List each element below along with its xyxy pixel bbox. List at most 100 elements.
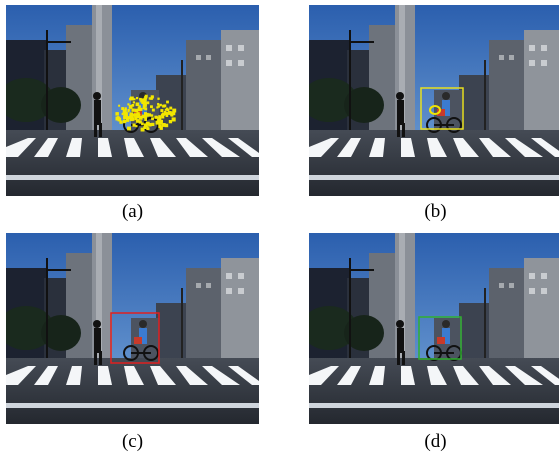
particle — [151, 122, 155, 126]
particle — [147, 123, 150, 126]
particle — [151, 108, 155, 112]
particle — [136, 97, 139, 100]
particle — [150, 114, 154, 117]
tracking-box — [420, 87, 464, 130]
particle — [125, 118, 130, 122]
figure-panel-a — [6, 5, 259, 196]
particle — [164, 112, 168, 115]
particle — [122, 119, 127, 124]
particle — [159, 103, 162, 107]
particle — [139, 107, 143, 111]
particle — [118, 104, 121, 107]
particle — [127, 103, 130, 106]
particle — [143, 123, 147, 127]
particle — [138, 120, 142, 124]
particle — [144, 118, 147, 121]
particle-cloud — [115, 94, 177, 132]
particle — [157, 103, 160, 106]
particle — [157, 105, 160, 108]
particle — [127, 126, 131, 131]
particle — [165, 114, 169, 117]
particle — [146, 101, 150, 105]
particle — [142, 101, 147, 106]
particle — [137, 108, 141, 112]
particle — [151, 117, 154, 121]
particle — [124, 107, 127, 110]
particle — [141, 114, 144, 117]
particle — [127, 109, 130, 112]
particle — [169, 106, 173, 110]
particle — [115, 116, 120, 121]
street-scene-image — [6, 233, 259, 424]
particle — [171, 117, 176, 122]
particle — [124, 112, 128, 116]
particle — [144, 94, 148, 98]
particle — [148, 97, 152, 100]
particle — [144, 116, 148, 119]
particle — [135, 102, 140, 107]
particle — [161, 115, 165, 119]
particle — [140, 98, 145, 103]
figure-panel-c — [6, 233, 259, 424]
particle — [158, 124, 162, 128]
particle — [172, 108, 177, 113]
tracking-ellipse — [429, 105, 441, 115]
particle — [137, 106, 141, 110]
particle — [158, 115, 162, 119]
particle — [147, 113, 151, 117]
particle — [126, 116, 131, 120]
tracking-box — [418, 316, 462, 360]
tracking-box — [110, 312, 160, 364]
particle — [150, 97, 153, 100]
particle — [132, 101, 135, 104]
particle — [131, 104, 135, 107]
particle — [163, 104, 167, 108]
particle — [141, 122, 144, 126]
particle — [133, 98, 136, 101]
particle — [161, 123, 166, 127]
particle — [122, 109, 127, 114]
particle — [135, 119, 140, 123]
particle — [164, 123, 169, 128]
particle — [142, 114, 146, 119]
particle — [160, 119, 163, 123]
particle — [131, 108, 135, 112]
particle — [166, 107, 169, 110]
particle — [119, 120, 123, 124]
particle — [132, 123, 136, 127]
particle — [140, 127, 145, 132]
caption-d: (d) — [424, 431, 447, 452]
figure-panel-d — [309, 233, 559, 424]
particle — [155, 116, 159, 119]
particle — [166, 108, 170, 112]
particle — [132, 113, 136, 117]
street-scene-image — [309, 233, 559, 424]
particle — [146, 127, 150, 131]
particle — [121, 112, 124, 116]
figure-panel-b — [309, 5, 559, 196]
particle — [171, 111, 176, 116]
particle — [129, 114, 133, 118]
particle — [143, 126, 147, 129]
street-scene-image — [6, 5, 259, 196]
particle — [142, 106, 146, 110]
particle — [134, 117, 138, 121]
particle — [117, 117, 122, 122]
caption-c: (c) — [121, 431, 144, 452]
particle — [159, 126, 163, 130]
particle — [116, 116, 120, 119]
particle — [123, 115, 128, 120]
particle — [134, 108, 139, 113]
particle — [138, 115, 143, 120]
particle — [129, 96, 134, 101]
particle — [138, 105, 141, 108]
particle — [136, 112, 140, 116]
street-scene-image — [309, 5, 559, 196]
particle — [136, 113, 141, 118]
particle — [115, 112, 119, 116]
particle — [121, 107, 125, 110]
particle — [170, 113, 174, 117]
particle — [166, 100, 169, 104]
particle — [148, 123, 152, 127]
particle — [157, 97, 160, 100]
